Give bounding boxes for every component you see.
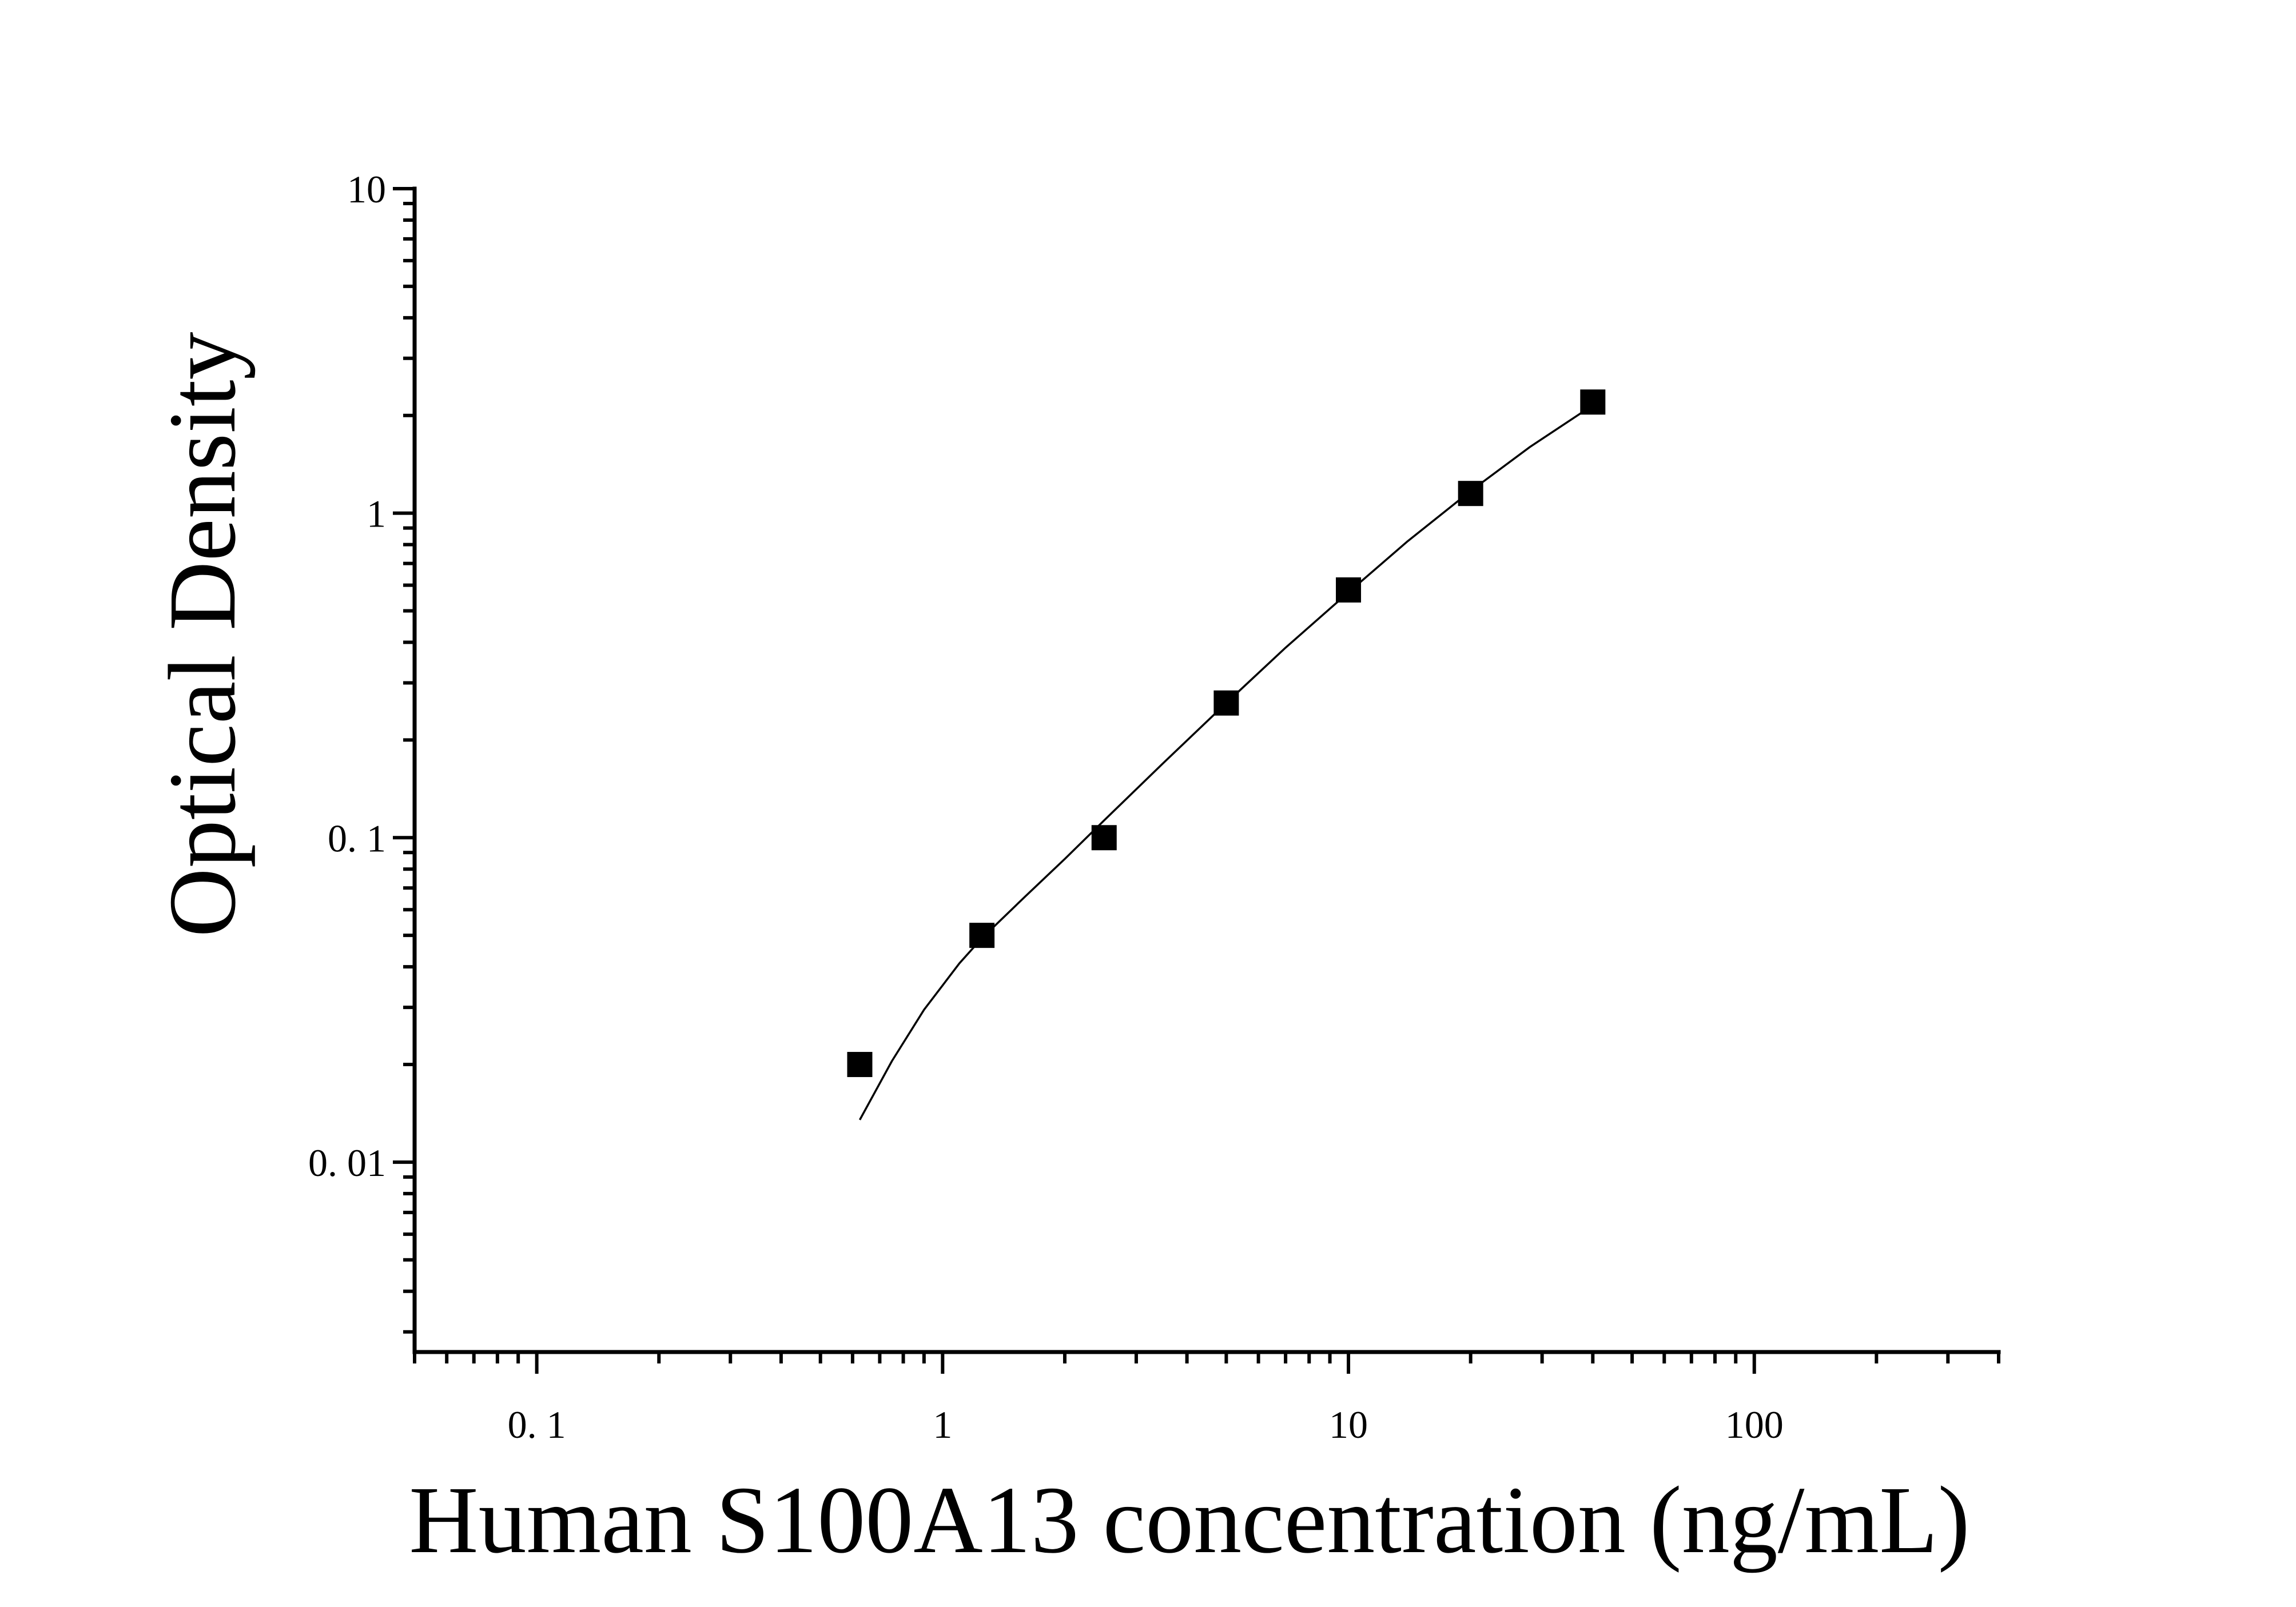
data-point-marker bbox=[969, 923, 995, 948]
data-point-marker bbox=[1580, 389, 1606, 415]
x-axis-title: Human S100A13 concentration (ng/mL) bbox=[409, 1467, 1969, 1573]
data-points-layer bbox=[847, 389, 1606, 1078]
data-point-marker bbox=[1091, 825, 1117, 851]
y-tick-label: 1 bbox=[367, 492, 386, 536]
x-tick-label: 100 bbox=[1725, 1403, 1784, 1446]
fit-curve-line bbox=[858, 404, 1594, 1120]
tick-labels-layer: 0. 1 1 10 100 10 1 0. 1 0. 01 bbox=[308, 168, 1784, 1446]
y-axis-title: Optical Density bbox=[149, 332, 256, 937]
x-tick-label: 1 bbox=[933, 1403, 952, 1446]
data-point-marker bbox=[1213, 690, 1239, 716]
axes bbox=[393, 186, 2001, 1374]
fit-curve-layer bbox=[858, 404, 1594, 1120]
y-tick-label: 10 bbox=[347, 168, 386, 211]
x-tick-label: 0. 1 bbox=[508, 1403, 566, 1446]
data-point-marker bbox=[1336, 577, 1362, 603]
data-point-marker bbox=[1458, 481, 1483, 507]
y-tick-label: 0. 01 bbox=[308, 1141, 386, 1185]
data-point-marker bbox=[847, 1052, 873, 1078]
x-tick-label: 10 bbox=[1329, 1403, 1368, 1446]
y-tick-label: 0. 1 bbox=[328, 816, 386, 860]
